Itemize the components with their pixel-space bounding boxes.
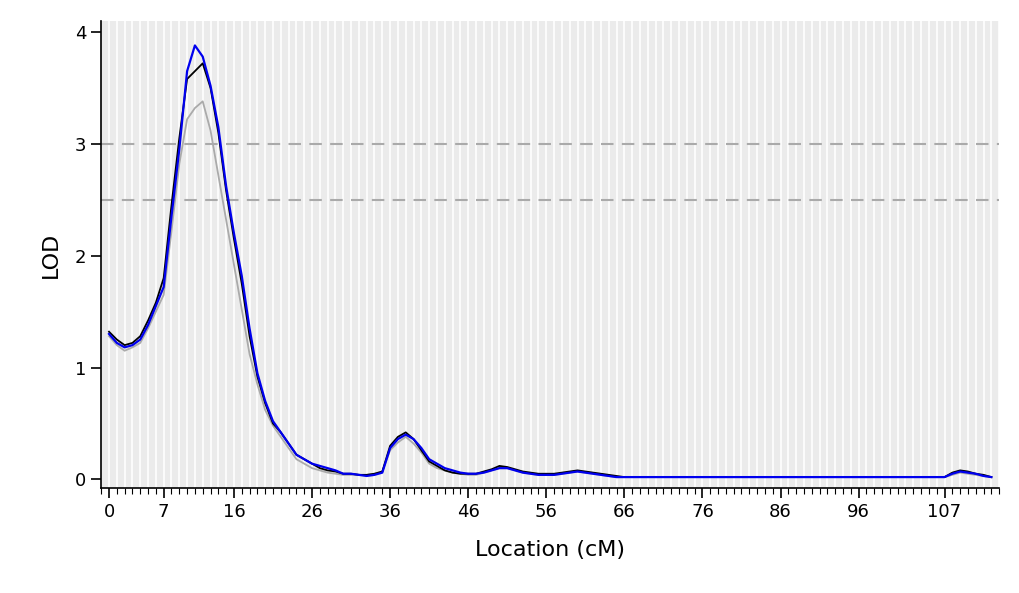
Y-axis label: LOD: LOD [41,231,61,278]
X-axis label: Location (cM): Location (cM) [475,540,625,560]
